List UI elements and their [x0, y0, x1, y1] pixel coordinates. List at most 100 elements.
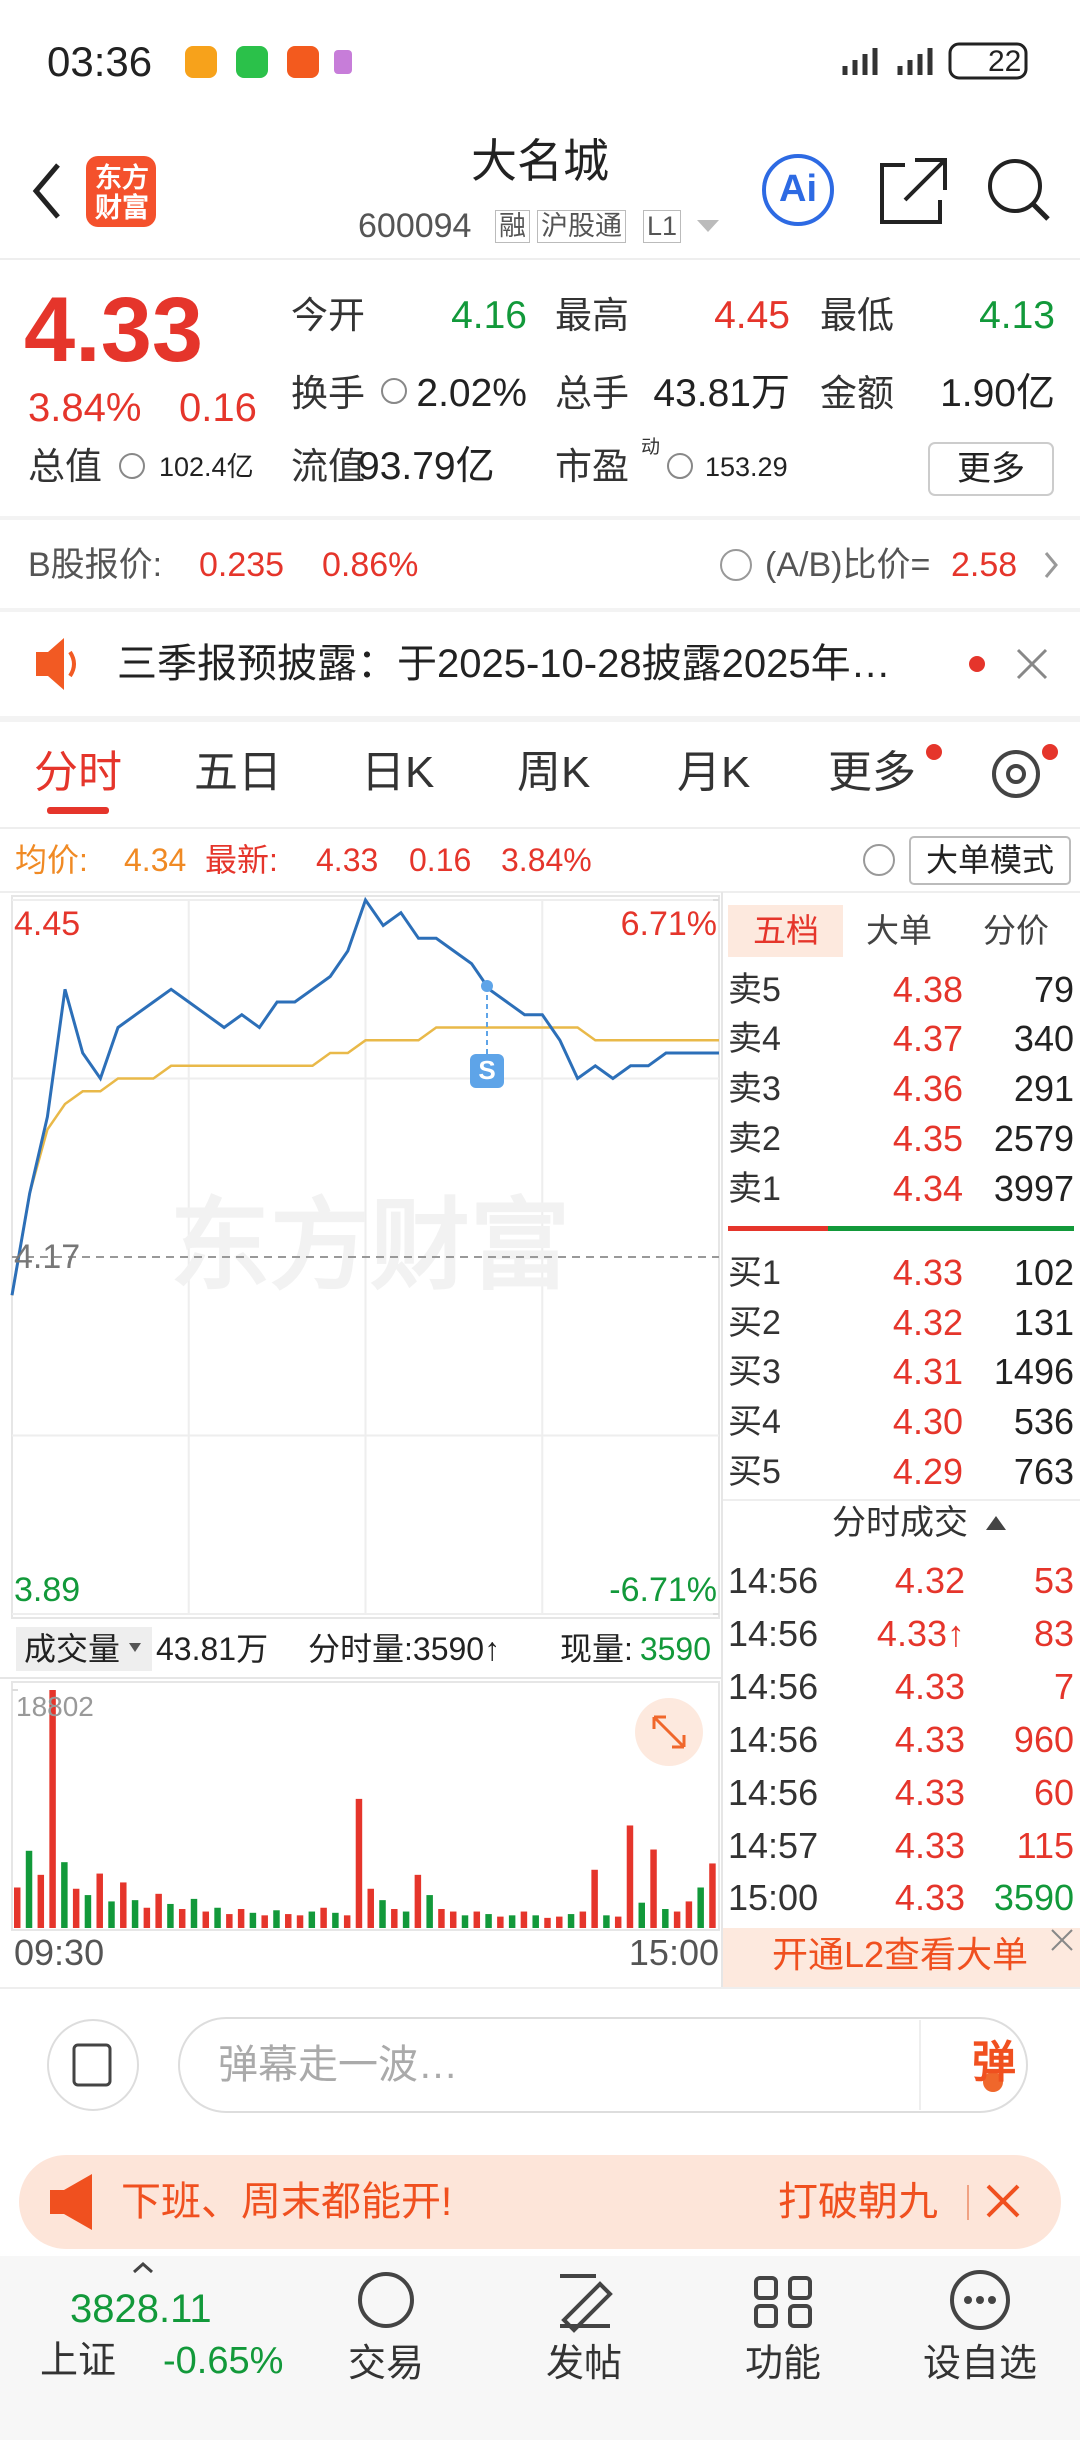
volume-bar	[532, 1915, 539, 1928]
volume-bar	[296, 1915, 304, 1928]
volume-bar	[343, 1915, 351, 1928]
nav-item[interactable]: 功能	[744, 2343, 821, 2386]
minute-volume: 分时量:3590↑	[308, 1630, 501, 1667]
trade-volume: 53	[1033, 1560, 1074, 1602]
volume-bar	[84, 1895, 92, 1928]
change: 0.16	[179, 386, 257, 430]
b-share-label: B股报价:	[28, 545, 163, 584]
tab[interactable]: 周K	[517, 747, 591, 797]
index-value: 3828.11	[70, 2287, 212, 2331]
volume-bar	[556, 1916, 563, 1928]
comment-input[interactable]: 弹幕走一波…	[218, 2043, 458, 2087]
book-price: 4.30	[892, 1401, 963, 1443]
tab[interactable]: 月K	[677, 747, 751, 797]
trades-title[interactable]: 分时成交	[832, 1503, 968, 1542]
volume-bar	[72, 1888, 80, 1928]
volume-bar	[273, 1910, 280, 1928]
change-pct: 3.84%	[28, 386, 142, 430]
book-price: 4.32	[892, 1302, 963, 1344]
trade-volume: 7	[1053, 1666, 1074, 1708]
volume-bar	[626, 1825, 634, 1928]
marker-box	[470, 1054, 504, 1088]
more-button[interactable]: 更多	[957, 449, 1025, 488]
volume-bar	[544, 1917, 551, 1928]
y-tick-label: 3.89	[14, 1570, 81, 1609]
comment-send[interactable]: 弹	[972, 2037, 1016, 2087]
book-volume: 79	[1033, 969, 1074, 1011]
book-level: 卖3	[728, 1069, 781, 1108]
book-level: 卖2	[728, 1119, 781, 1158]
field-value: 153.29	[705, 451, 788, 482]
volume-bar	[508, 1915, 516, 1928]
book-volume: 131	[1013, 1302, 1074, 1344]
volume-bar	[638, 1902, 645, 1928]
book-price: 4.35	[892, 1118, 963, 1160]
tag: 融	[495, 209, 530, 243]
volume-bar	[391, 1909, 398, 1928]
volume-total: 43.81万	[156, 1630, 269, 1667]
tab[interactable]: 五日	[194, 747, 282, 797]
trade-volume: 960	[1013, 1719, 1074, 1761]
volume-bar	[567, 1914, 575, 1928]
status-time: 03:36	[47, 37, 153, 85]
nav-item[interactable]: 设自选	[922, 2343, 1037, 2386]
book-tab[interactable]: 五档	[753, 912, 819, 950]
marker-label[interactable]: S	[478, 1055, 496, 1086]
book-volume: 1496	[993, 1351, 1074, 1393]
field-label: 流值	[291, 445, 365, 487]
book-volume: 102	[1013, 1252, 1074, 1294]
book-price: 4.38	[892, 969, 963, 1011]
stock-name: 大名城	[471, 135, 609, 188]
book-price: 4.29	[892, 1451, 963, 1493]
volume-label[interactable]: 成交量	[24, 1630, 121, 1667]
field-value: 102.4亿	[159, 451, 254, 482]
book-tab[interactable]: 分价	[983, 912, 1049, 950]
nav-item[interactable]: 交易	[347, 2343, 424, 2386]
volume-bar	[579, 1911, 587, 1928]
b-share-change: 0.86%	[322, 545, 419, 584]
book-tab[interactable]: 大单	[866, 912, 932, 950]
ratio-value: 2.58	[951, 545, 1018, 584]
l2-button[interactable]: 开通L2查看大单	[771, 1934, 1029, 1976]
trade-time: 14:56	[728, 1772, 819, 1814]
tab[interactable]: 更多	[828, 747, 916, 797]
book-level: 买3	[728, 1352, 781, 1391]
field-value: 1.90亿	[940, 371, 1055, 415]
volume-bar	[614, 1916, 622, 1928]
volume-bar	[591, 1869, 598, 1928]
volume-bar	[143, 1907, 151, 1928]
nav-item[interactable]: 发帖	[545, 2343, 622, 2386]
field-value: 2.02%	[416, 371, 527, 415]
logo-text: 财富	[95, 192, 149, 223]
field-label: 今开	[291, 294, 365, 336]
book-price: 4.33	[892, 1252, 963, 1294]
tab[interactable]: 分时	[34, 747, 122, 797]
mode-button[interactable]: 大单模式	[925, 841, 1054, 878]
trade-price: 4.33	[894, 1666, 965, 1708]
volume-bar	[332, 1912, 339, 1928]
trade-time: 14:57	[728, 1825, 819, 1867]
volume-bar	[461, 1915, 469, 1928]
volume-bar	[662, 1909, 669, 1928]
field-label: 市盈	[555, 445, 629, 487]
volume-bar	[226, 1914, 233, 1928]
y-tick-label: 4.17	[14, 1237, 81, 1276]
volume-bar	[131, 1900, 139, 1928]
volume-bar	[485, 1914, 492, 1928]
current-label: 现量:	[560, 1630, 633, 1667]
book-level: 买1	[728, 1253, 781, 1292]
volume-bar	[249, 1912, 257, 1928]
avg-line	[10, 1026, 719, 1296]
notice-text[interactable]: 三季报预披露：于2025-10-28披露2025年…	[117, 642, 891, 686]
b-share-price: 0.235	[199, 545, 285, 584]
book-level: 买2	[728, 1303, 781, 1342]
ad-text[interactable]: 下班、周末都能开!	[121, 2180, 453, 2224]
volume-bar	[25, 1850, 33, 1928]
book-price: 4.34	[892, 1168, 963, 1210]
book-price: 4.31	[892, 1351, 963, 1393]
ai-button[interactable]: Ai	[779, 168, 817, 211]
field-label: 总手	[555, 372, 629, 414]
tab[interactable]: 日K	[361, 747, 435, 797]
volume-bar	[108, 1901, 115, 1928]
